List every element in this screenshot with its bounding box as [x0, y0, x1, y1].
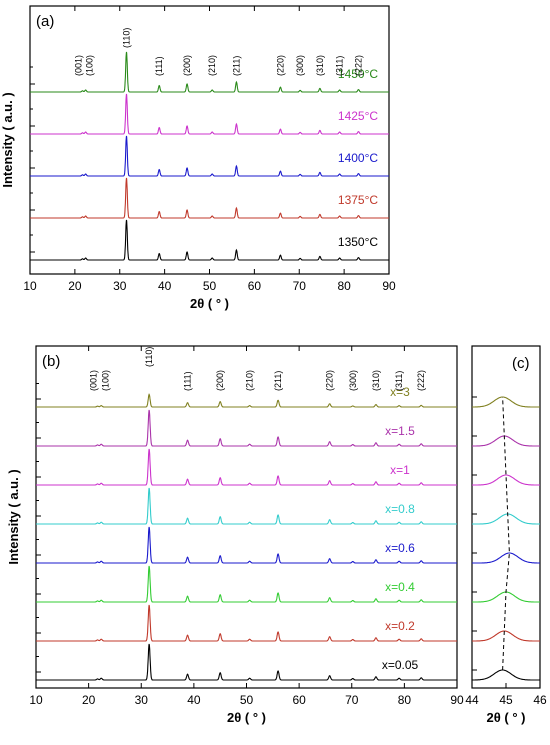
plane-label: (110)	[144, 347, 154, 367]
panel-label: (b)	[42, 353, 60, 370]
series-label: x=0.6	[385, 541, 415, 555]
plane-label: (001)	[74, 55, 84, 76]
series-trace	[36, 526, 457, 564]
panel-label: (c)	[512, 355, 530, 372]
series-trace	[472, 435, 540, 447]
series-label: x=1	[390, 463, 410, 477]
series-trace	[472, 669, 540, 681]
plane-label: (211)	[231, 56, 241, 76]
plane-label: (100)	[100, 370, 110, 391]
x-tick-label: 60	[292, 693, 306, 707]
series-label: x=1.5	[385, 424, 415, 438]
series-trace	[472, 513, 540, 525]
plane-label: (200)	[182, 55, 192, 76]
plane-label: (111)	[183, 371, 193, 391]
series-trace	[472, 396, 540, 408]
series-label: 1450°C	[338, 67, 378, 81]
series-label: x=0.2	[385, 619, 415, 633]
plane-label: (111)	[154, 56, 164, 76]
x-tick-label: 20	[68, 279, 82, 293]
plane-label: (222)	[416, 370, 426, 391]
panel-c-chart: 44 45 46 2θ ( ° ) (c)	[465, 345, 547, 725]
series-trace	[30, 219, 389, 261]
peak-shift-guide	[502, 396, 510, 671]
series-trace	[36, 448, 457, 486]
x-tick-label: 50	[203, 279, 217, 293]
x-tick-label: 44	[465, 693, 479, 707]
series-trace	[36, 604, 457, 642]
plane-label: (300)	[348, 370, 358, 391]
series-trace	[472, 630, 540, 642]
x-tick-label: 20	[82, 693, 96, 707]
plane-label: (222)	[353, 55, 363, 76]
series-trace	[30, 177, 389, 219]
x-tick-label: 70	[345, 693, 359, 707]
x-tick-label: 10	[23, 279, 37, 293]
series-trace	[472, 474, 540, 486]
x-tick-label: 40	[158, 279, 172, 293]
x-tick-label: 30	[135, 693, 149, 707]
x-axis-label: 2θ ( ° )	[190, 296, 229, 311]
series-trace	[30, 135, 389, 177]
series-trace	[36, 409, 457, 447]
panel-b-chart: 10 20 30 40 50 60 70 80 90 2θ ( ° ) Intensity ( a.…	[6, 345, 464, 725]
x-tick-label: 90	[450, 693, 464, 707]
x-tick-label: 80	[398, 693, 412, 707]
x-axis-label: 2θ ( ° )	[227, 710, 266, 725]
x-tick-label: 10	[29, 693, 43, 707]
series-trace	[36, 393, 457, 408]
series-trace	[36, 565, 457, 603]
x-tick-label: 90	[382, 279, 396, 293]
series-trace	[36, 487, 457, 525]
panel-a-chart: 10 20 30 40 50 60 70 80 90 2θ ( ° ) Intensity ( a.…	[0, 5, 396, 311]
panel-label: (a)	[36, 13, 54, 30]
series-label: 1375°C	[338, 193, 378, 207]
plane-label: (310)	[371, 370, 381, 391]
plane-label: (220)	[275, 55, 285, 76]
x-tick-label: 45	[499, 693, 513, 707]
series-label: 1400°C	[338, 151, 378, 165]
x-tick-label: 50	[240, 693, 254, 707]
x-tick-label: 30	[113, 279, 127, 293]
x-tick-label: 60	[248, 279, 262, 293]
plane-label: (211)	[273, 371, 283, 391]
plane-label: (200)	[215, 370, 225, 391]
plane-label: (300)	[295, 55, 305, 76]
series-trace	[36, 643, 457, 681]
plane-label: (311)	[394, 371, 404, 391]
series-label: x=0.8	[385, 502, 415, 516]
plane-label: (220)	[325, 370, 335, 391]
y-axis-label: Intensity ( a.u. )	[0, 92, 15, 187]
x-axis-label: 2θ ( ° )	[487, 710, 526, 725]
x-tick-label: 40	[187, 693, 201, 707]
plot-frame	[29, 5, 390, 275]
plane-label: (311)	[335, 56, 345, 76]
series-trace	[30, 51, 389, 93]
x-tick-label: 80	[337, 279, 351, 293]
y-axis-label: Intensity ( a.u. )	[6, 469, 21, 564]
series-label: x=3	[390, 385, 410, 399]
plane-label: (100)	[85, 55, 95, 76]
series-trace	[30, 93, 389, 135]
series-label: x=0.4	[385, 580, 415, 594]
plane-label: (110)	[121, 28, 131, 48]
series-label: x=0.05	[382, 658, 419, 672]
series-trace	[472, 552, 540, 564]
plane-label: (210)	[207, 55, 217, 76]
x-tick-label: 46	[533, 693, 547, 707]
series-label: 1350°C	[338, 235, 378, 249]
plane-label: (310)	[315, 55, 325, 76]
plane-label: (001)	[89, 370, 99, 391]
x-tick-label: 70	[293, 279, 307, 293]
series-label: 1425°C	[338, 109, 378, 123]
plane-label: (210)	[245, 370, 255, 391]
